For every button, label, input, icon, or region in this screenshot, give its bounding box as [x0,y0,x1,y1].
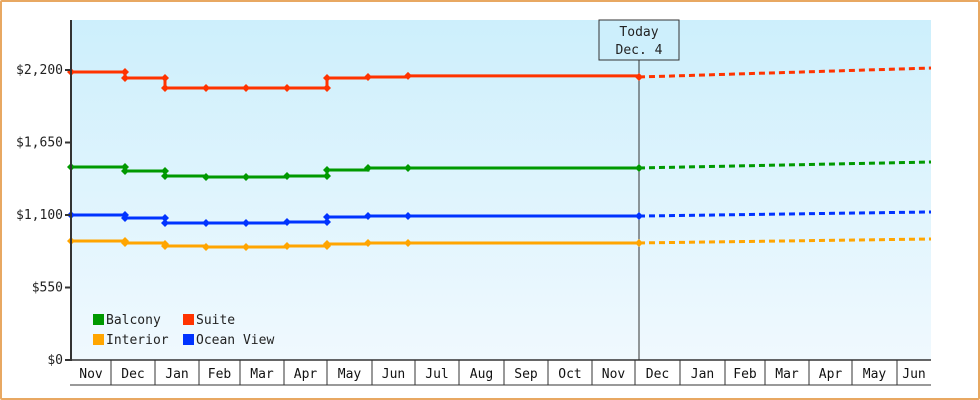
forecast-line [638,210,932,218]
legend-swatch [93,314,104,325]
data-point-marker[interactable] [364,212,372,221]
today-marker: Today Dec. 4 [598,19,680,360]
data-point-marker[interactable] [121,67,129,76]
x-month-label: Nov [79,367,103,382]
legend-swatch [93,334,104,345]
data-point-marker[interactable] [283,241,291,250]
x-month-label: Feb [733,367,757,382]
data-point-marker[interactable] [202,243,210,252]
y-axis-ticks: $0 $550 $1,100 $1,650 $2,200 [16,63,71,368]
x-month-label: Apr [819,367,843,382]
x-month-label: Sep [514,367,538,382]
data-point-marker[interactable] [404,163,412,172]
data-point-marker[interactable] [364,72,372,81]
x-month-label: Aug [470,367,493,382]
x-month-label: Nov [602,367,626,382]
legend-label: Ocean View [196,333,274,348]
data-point-marker[interactable] [121,238,129,247]
data-point-marker[interactable] [635,238,643,247]
legend-label: Interior [106,333,169,348]
x-month-label: Jul [425,367,448,382]
data-point-marker[interactable] [323,217,331,226]
x-month-label: Oct [558,367,581,382]
x-month-label: May [863,367,887,382]
data-point-marker[interactable] [635,212,643,221]
today-box [598,19,680,61]
x-month-label: May [338,367,362,382]
data-point-marker[interactable] [161,171,169,180]
legend-swatch [183,314,194,325]
data-point-marker[interactable] [404,238,412,247]
y-tick-label: $0 [47,353,63,368]
legend-item-ocean-view[interactable]: Ocean View [183,333,274,348]
data-point-marker[interactable] [283,84,291,93]
data-point-marker[interactable] [202,219,210,228]
x-month-label: Apr [294,367,318,382]
legend-label: Balcony [106,313,161,328]
data-point-marker[interactable] [242,243,250,252]
data-point-marker[interactable] [202,84,210,93]
data-point-marker[interactable] [161,166,169,175]
data-point-marker[interactable] [323,84,331,93]
data-point-marker[interactable] [283,217,291,226]
x-month-label: Jun [902,367,925,382]
data-point-marker[interactable] [202,173,210,182]
today-label: Today [619,25,658,40]
y-tick-label: $2,200 [16,63,63,78]
data-point-marker[interactable] [121,214,129,223]
data-point-marker[interactable] [242,84,250,93]
data-point-marker[interactable] [161,74,169,83]
x-month-label: Jan [165,367,188,382]
y-tick-label: $550 [32,281,63,296]
data-point-marker[interactable] [242,219,250,228]
data-point-marker[interactable] [161,84,169,93]
legend-item-interior[interactable]: Interior [93,333,169,348]
x-month-label: Dec [121,367,144,382]
data-point-marker[interactable] [323,166,331,175]
x-month-label: Mar [250,367,274,382]
data-point-marker[interactable] [364,163,372,172]
legend-swatch [183,334,194,345]
series-ocean-view [67,210,932,228]
data-point-marker[interactable] [364,238,372,247]
data-point-marker[interactable] [242,173,250,182]
x-month-label: Feb [208,367,232,382]
data-point-marker[interactable] [323,212,331,221]
x-month-label: Dec [646,367,669,382]
data-point-marker[interactable] [121,166,129,175]
data-point-marker[interactable] [635,163,643,172]
data-point-marker[interactable] [161,214,169,223]
data-point-marker[interactable] [161,241,169,250]
data-point-marker[interactable] [323,171,331,180]
x-month-label: Mar [775,367,799,382]
data-point-marker[interactable] [635,72,643,81]
x-month-label: Jan [691,367,714,382]
data-point-marker[interactable] [323,74,331,83]
legend-item-suite[interactable]: Suite [183,313,235,328]
today-date: Dec. 4 [616,43,663,58]
forecast-line [638,237,932,245]
y-tick-label: $1,650 [16,136,63,151]
series-interior [67,236,932,252]
series-lines [67,66,932,252]
legend-label: Suite [196,313,235,328]
y-tick-label: $1,100 [16,208,63,223]
data-point-marker[interactable] [323,240,331,248]
legend-item-balcony[interactable]: Balcony [93,313,161,328]
legend: Balcony Suite Interior Ocean View [93,313,274,348]
data-point-marker[interactable] [161,219,169,228]
x-axis-months: Nov Dec Jan Feb Mar Apr May Jun Jul Aug Sep Oct Nov D… [70,360,931,386]
data-point-marker[interactable] [404,212,412,221]
forecast-line [638,160,932,170]
forecast-line [638,66,932,79]
data-point-marker[interactable] [121,74,129,83]
data-point-marker[interactable] [404,71,412,80]
data-point-marker[interactable] [283,171,291,180]
x-month-label: Jun [382,367,405,382]
